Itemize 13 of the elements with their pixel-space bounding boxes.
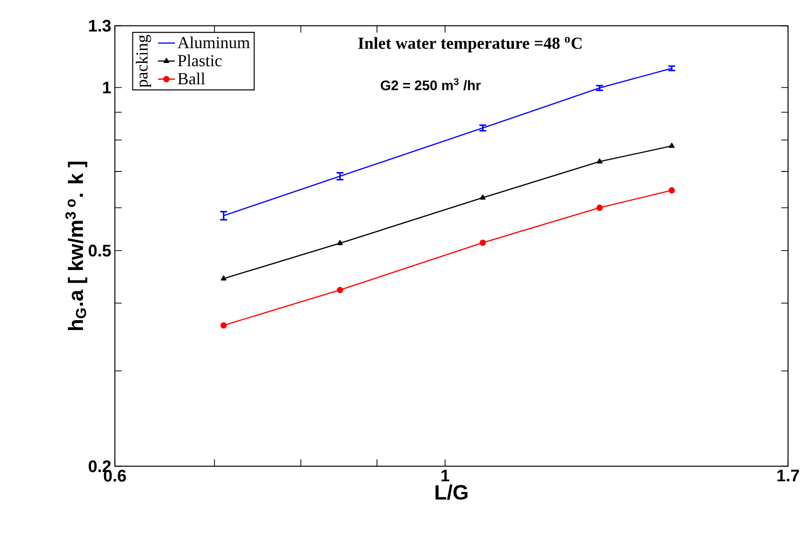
- y-axis-title: h$_{G}$.a [ kw/m$^{3 o}$. k ]: [65, 162, 88, 330]
- legend-label: Plastic: [178, 54, 222, 67]
- x-tick-label: 1: [441, 470, 450, 482]
- legend-title: packing: [136, 35, 152, 88]
- y-tick-label: 1.3: [89, 20, 111, 32]
- legend-label: Aluminum: [178, 36, 250, 48]
- legend-label: Ball: [178, 72, 206, 85]
- y-tick-label: 1: [103, 82, 111, 94]
- x-axis-title: L/G: [436, 484, 468, 500]
- x-tick-label: 1.7: [777, 470, 799, 482]
- annotation: G2 = 250 m$^{3}$ /hr: [380, 78, 481, 91]
- y-tick-label: 0.5: [88, 244, 111, 257]
- annotation: Inlet water temperature =48 $^{o}$C: [358, 37, 582, 53]
